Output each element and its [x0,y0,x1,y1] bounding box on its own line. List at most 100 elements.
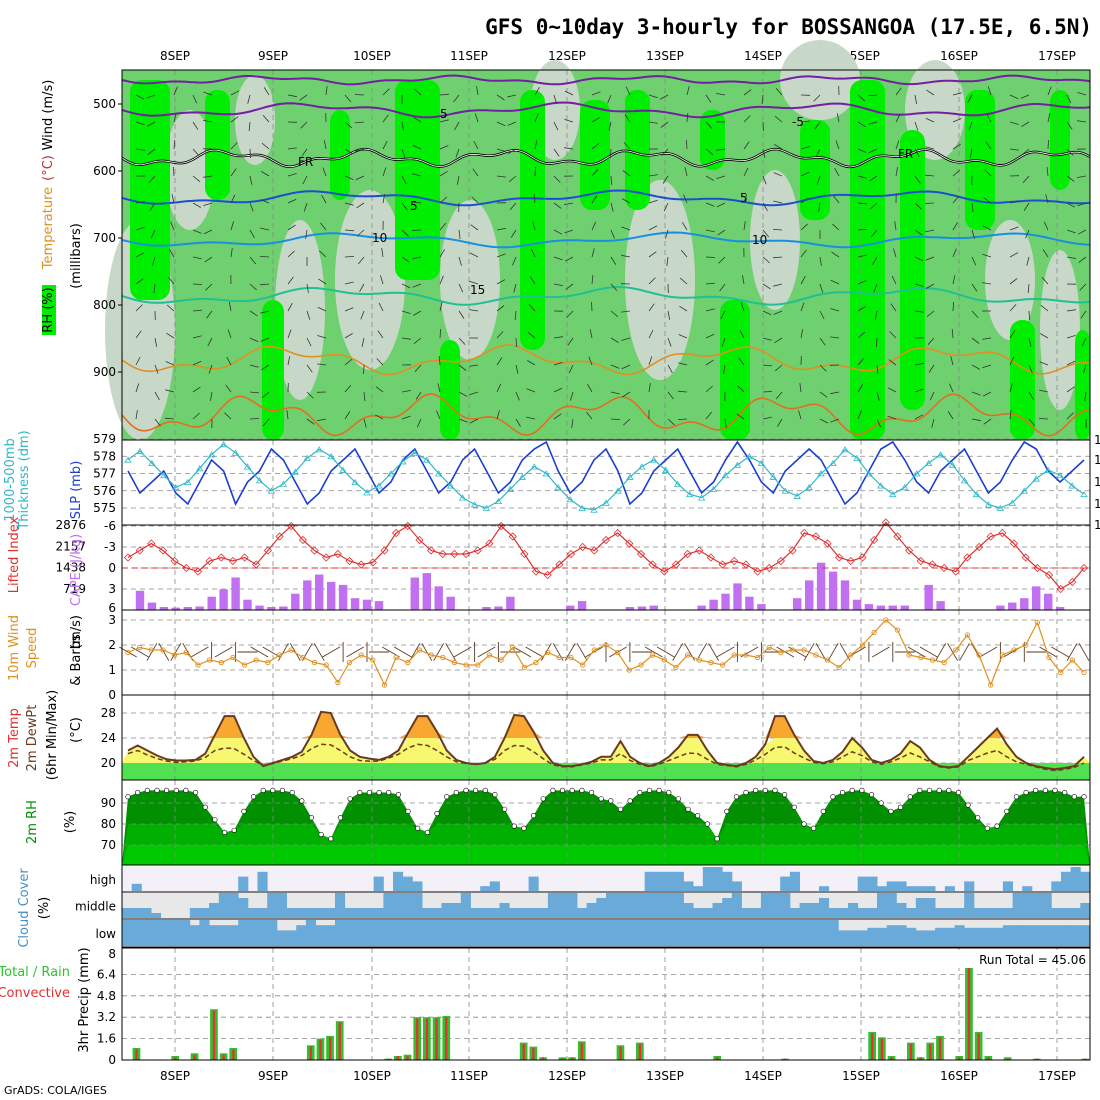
thickness-marker [745,452,754,460]
cloud-bar-low [877,927,888,946]
cloud-bar-middle [702,908,713,918]
cloud-bar-low [509,920,520,946]
wind-barb [287,302,293,312]
wind-barb [857,121,866,128]
thickness-marker [542,470,550,477]
cloud-bar-low [1041,925,1052,946]
precip-convective-bar [135,1049,138,1060]
cloud-bar-low [1051,925,1062,946]
thickness-marker [518,473,527,480]
wind-barb [1041,277,1049,285]
wind-speed-marker [708,659,714,666]
wind-barb [926,283,935,289]
wind-barb [723,364,726,374]
wind-barb [166,304,175,312]
rh-marker [337,815,344,821]
lifted-index-marker [555,560,564,569]
wind-speed-marker [1069,657,1075,663]
wind-barb [867,94,878,97]
wind-barb [705,229,715,233]
wind-barb [1077,120,1087,123]
wind-barb [914,388,924,393]
wind-barb [924,202,935,204]
wind-barb [914,175,921,184]
wind-barb [192,175,201,183]
wind-barb [927,337,935,345]
credit-text: GrADS: COLA/IGES [4,1084,107,1097]
wind-speed-marker [801,647,807,653]
wind-barb [306,337,312,347]
wind-barb [591,91,601,96]
rh-marker [598,796,604,802]
slp-label-slp: SLP (mb) [69,461,84,520]
thickness-marker [1008,499,1017,506]
wind-barb [454,121,460,131]
cape-bar [745,596,754,610]
wind-barb [813,94,821,102]
wind-barb [890,303,897,312]
cloud-bar-middle [606,893,617,918]
wind-barb-10m [672,643,684,661]
wind-barb [1043,221,1049,231]
wind-speed-marker [778,649,784,656]
wind-barb [439,170,448,177]
wind-speed-marker [498,657,504,663]
wind-barb [762,148,766,158]
wind-speed-marker [370,657,376,663]
lifted-index-marker [998,528,1007,538]
thickness-marker [494,497,503,504]
wind-speed-marker [1081,669,1087,676]
wind-barb [677,390,688,393]
lifted-index-marker [450,549,459,559]
wind-barb [870,202,878,210]
wind-barb [895,113,901,123]
wind-barb [621,198,631,204]
cape-bar [876,605,886,610]
cloud-bar-middle [567,893,578,918]
precip-convective-bar [958,1057,961,1060]
wind-barb [203,202,213,206]
wind-barb [876,391,880,401]
rh-moist-area [625,90,650,210]
y-tick-label: 0 [108,1053,116,1067]
wind-speed-marker [766,644,772,651]
lifted-index-marker [147,539,156,548]
y-tick-label: 0 [108,561,116,575]
wind-barb [762,283,771,290]
wind-barb [377,330,384,339]
y-tick-label: 28 [101,706,116,720]
wind-barb [166,332,175,339]
wind-barb [819,283,824,293]
wind-barb [705,308,715,312]
cloud-bar-middle [964,893,975,918]
thickness-marker [446,482,455,489]
cape-bar [374,601,384,610]
wind-barb [667,310,671,320]
cape-bar [422,573,431,610]
thickness-marker [972,490,981,498]
thickness-marker [411,449,419,456]
precip-convective-bar [1084,1058,1087,1060]
wind-barb-10m [959,643,970,661]
wind-barb [382,140,388,150]
wind-barb [969,148,973,158]
rh-marker [666,789,672,796]
rh-label: 2m RH [25,800,40,844]
wind-barb [570,391,574,401]
wind-barb [496,148,506,152]
thickness-marker [207,451,216,458]
cloud-bar-high [1051,881,1062,891]
wind-barb [1022,175,1030,184]
wind-barb [705,94,712,103]
cloud-bar-middle [480,908,491,918]
cloud-bar-high [412,881,423,891]
wind-barb [261,391,270,399]
thickness-marker [889,490,897,498]
thickness-marker [243,463,252,470]
wind-barb [870,229,878,238]
wind-barb-10m [445,643,457,661]
rh-marker [164,787,170,794]
wind-barb [1066,94,1072,104]
thickness-marker [363,489,371,496]
wind-barb [229,302,232,312]
